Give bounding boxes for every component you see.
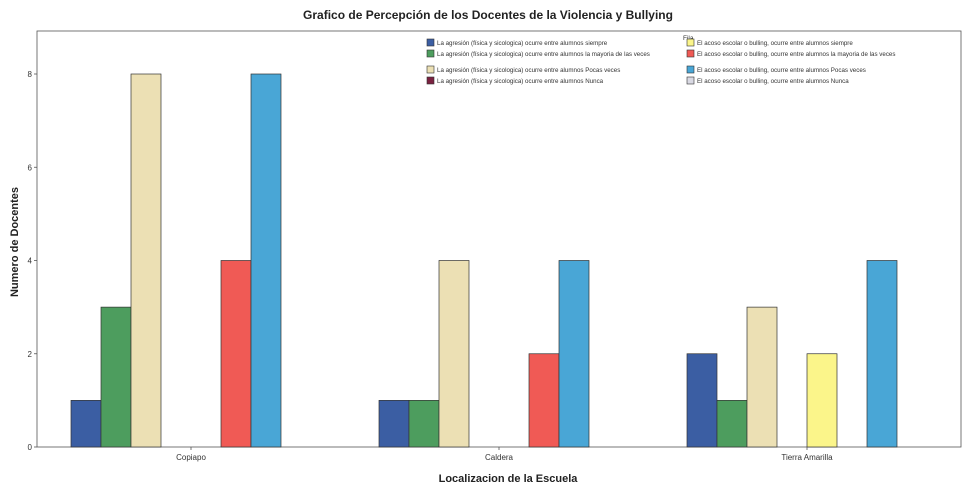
legend-title: Fila xyxy=(683,35,694,42)
x-tick-label: Copiapo xyxy=(176,453,206,462)
bar xyxy=(558,260,590,448)
x-tick-label: Tierra Amarilla xyxy=(781,453,833,462)
bar xyxy=(378,400,410,448)
legend-entry-label: El acoso escolar o bulling, ocurre entre… xyxy=(697,51,895,58)
bars-group xyxy=(70,73,898,448)
y-tick-label: 2 xyxy=(28,350,33,359)
bar xyxy=(438,260,470,448)
bar xyxy=(806,353,838,448)
legend-swatch xyxy=(686,76,695,85)
legend-entry-label: La agresión (física y sicologica) ocurre… xyxy=(437,40,608,47)
legend-entry-label: La agresión (física y sicologica) ocurre… xyxy=(437,67,620,74)
y-axis-label: Numero de Docentes xyxy=(9,187,21,297)
bar xyxy=(100,306,132,448)
bar xyxy=(528,353,560,448)
legend-swatch xyxy=(686,38,695,47)
chart-title: Grafico de Percepción de los Docentes de… xyxy=(303,8,673,22)
legend-swatch xyxy=(686,65,695,74)
y-tick-label: 6 xyxy=(28,163,33,172)
legend-entry-label: El acoso escolar o bulling, ocurre entre… xyxy=(697,67,866,74)
y-tick-label: 8 xyxy=(28,70,33,79)
legend-swatch xyxy=(426,38,435,47)
bar xyxy=(408,400,440,448)
bar xyxy=(686,353,718,448)
legend-entry-label: La agresión (física y sicologica) ocurre… xyxy=(437,51,650,58)
bar xyxy=(220,260,252,448)
bar xyxy=(866,260,898,448)
legend-swatch xyxy=(686,49,695,58)
bar xyxy=(716,400,748,448)
x-axis-label: Localizacion de la Escuela xyxy=(439,473,579,485)
bar xyxy=(746,306,778,448)
ticks-group: 0 2 4 6 8 Copiapo Caldera Tierra Amarilla xyxy=(28,70,834,462)
legend-swatch xyxy=(426,76,435,85)
bar xyxy=(250,73,282,448)
y-tick-label: 4 xyxy=(28,257,33,266)
y-tick-label: 0 xyxy=(28,443,33,452)
bar xyxy=(70,400,102,448)
legend: Fila La agresión (física y sicologica) o… xyxy=(426,35,895,85)
legend-entry-label: La agresión (física y sicologica) ocurre… xyxy=(437,78,604,85)
legend-swatch xyxy=(426,49,435,58)
legend-entry-label: El acoso escolar o bulling, ocurre entre… xyxy=(697,40,853,47)
bar xyxy=(130,73,162,448)
legend-swatch xyxy=(426,65,435,74)
x-tick-label: Caldera xyxy=(485,453,514,462)
legend-entry-label: El acoso escolar o bulling, ocurre entre… xyxy=(697,78,849,85)
